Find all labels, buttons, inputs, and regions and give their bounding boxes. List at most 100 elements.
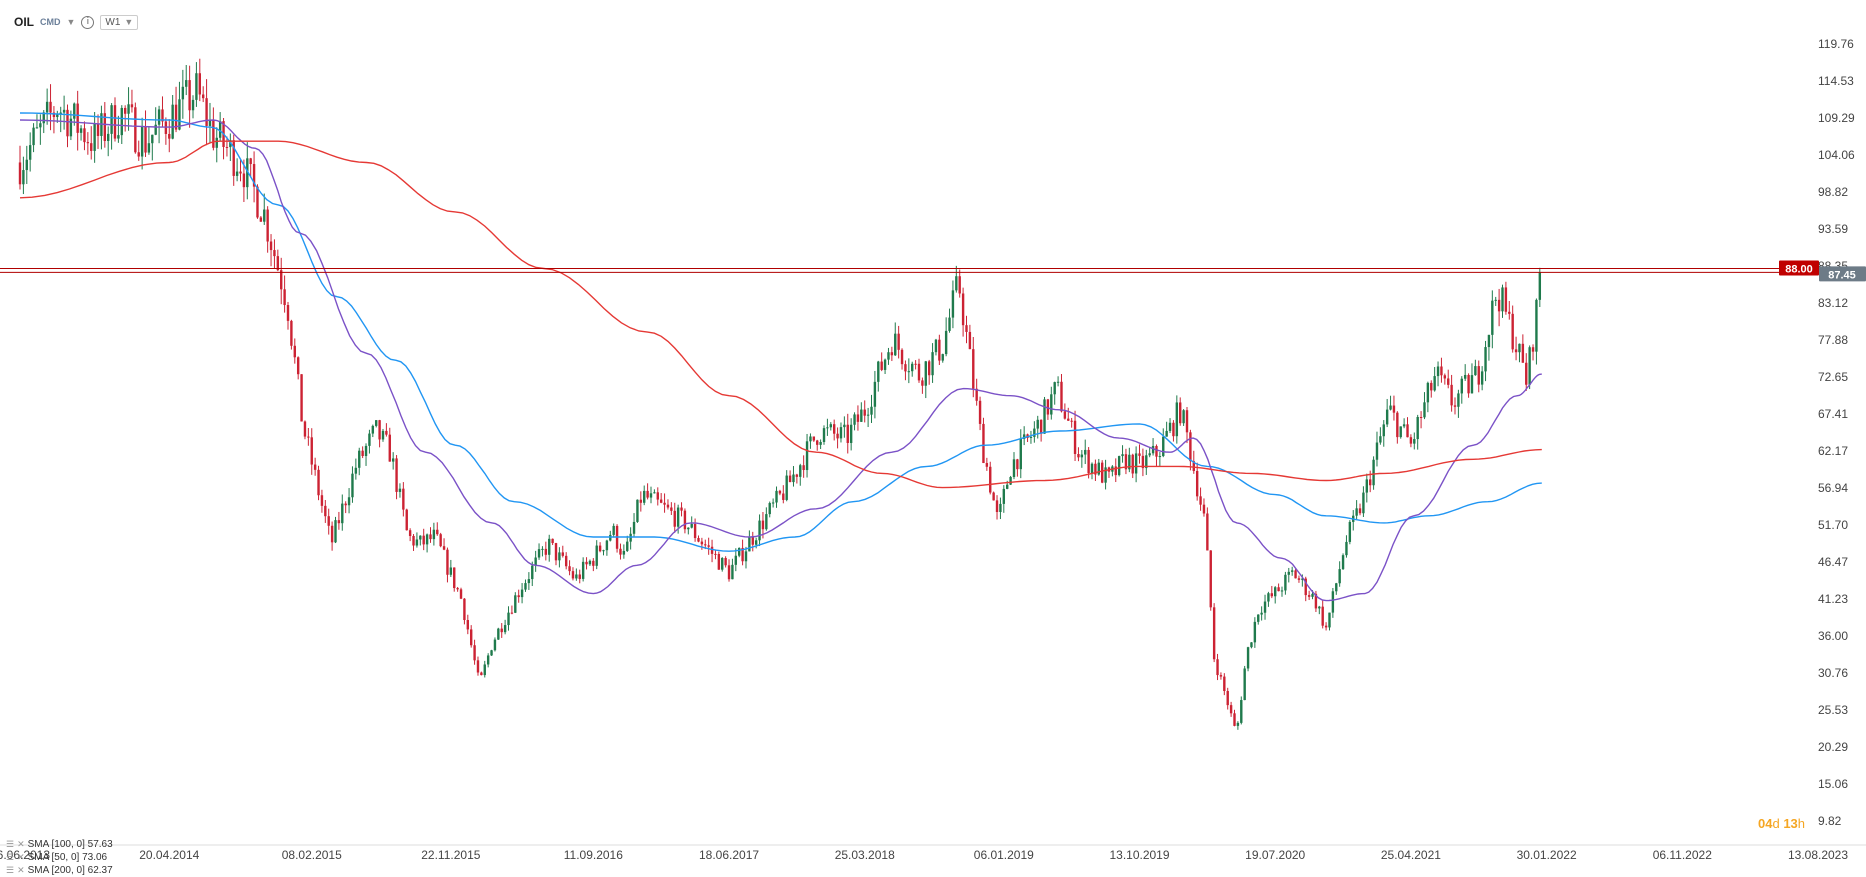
list-icon[interactable]: ☰ (6, 839, 15, 849)
candle-body (449, 567, 453, 575)
candle-body (408, 530, 412, 536)
close-icon[interactable]: ✕ (17, 839, 25, 849)
candle-body (622, 550, 626, 555)
x-tick-label: 06.11.2022 (1653, 848, 1712, 862)
candle-body (853, 414, 856, 425)
candle-body (442, 546, 446, 550)
candle-body (1006, 484, 1009, 489)
candle-body (1287, 571, 1290, 575)
candle-body (721, 558, 724, 570)
candle-body (1039, 419, 1043, 434)
candle-body (1036, 419, 1039, 429)
candle-body (1077, 453, 1080, 458)
candle-body (1470, 375, 1474, 394)
candle-body (195, 73, 198, 100)
candle-body (1090, 463, 1094, 474)
candle-body (218, 121, 222, 138)
close-icon[interactable]: ✕ (17, 852, 25, 862)
legend-item-sma-100[interactable]: ☰ ✕ SMA [100, 0] 57.63 (6, 838, 113, 851)
y-tick-label: 62.17 (1818, 444, 1848, 458)
candle-body (1338, 569, 1341, 584)
y-tick-label: 72.65 (1818, 370, 1848, 384)
candle-body (1358, 508, 1362, 514)
list-icon[interactable]: ☰ (6, 852, 15, 862)
candle-body (653, 492, 656, 494)
candle-body (252, 164, 256, 187)
candle-body (1104, 467, 1107, 483)
candle-body (174, 104, 178, 130)
x-tick-label: 22.11.2015 (421, 848, 480, 862)
candle-body (1192, 461, 1195, 471)
candle-body (1100, 462, 1104, 483)
candle-body (890, 352, 894, 356)
candle-body (788, 475, 792, 483)
x-tick-label: 08.02.2015 (282, 848, 342, 862)
legend-item-sma-50[interactable]: ☰ ✕ SMA [50, 0] 73.06 (6, 851, 113, 864)
candle-body (1175, 402, 1179, 437)
candle-body (911, 363, 914, 372)
candle-body (1460, 378, 1463, 394)
candle-body (1124, 454, 1128, 470)
candle-body (744, 551, 748, 562)
candle-body (1426, 382, 1430, 403)
y-tick-label: 83.12 (1818, 296, 1848, 310)
candle-body (266, 209, 269, 242)
candle-body (1202, 504, 1206, 514)
candle-body (1331, 591, 1335, 613)
y-tick-label: 41.23 (1818, 592, 1848, 606)
candle-body (571, 571, 575, 579)
candle-body (1284, 574, 1287, 591)
legend-item-sma-200[interactable]: ☰ ✕ SMA [200, 0] 62.37 (6, 864, 113, 877)
candle-body (469, 629, 473, 646)
candle-body (1385, 409, 1389, 425)
candle-body (761, 520, 765, 530)
candle-body (751, 537, 754, 545)
candle-body (524, 583, 527, 590)
candle-body (734, 555, 738, 565)
candle-body (1097, 462, 1100, 475)
candle-body (975, 388, 978, 401)
candle-body (754, 540, 758, 545)
candle-body (205, 98, 208, 126)
level-badge[interactable]: 88.00 (1779, 260, 1819, 276)
candle-body (792, 474, 795, 483)
instrument-symbol[interactable]: OIL (14, 15, 34, 29)
x-tick-label: 13.08.2023 (1788, 848, 1848, 862)
candle-body (1491, 300, 1494, 335)
candle-body (1525, 362, 1528, 385)
candle-body (476, 660, 480, 673)
chart-toolbar: OIL CMD ▼ i W1 ▼ (14, 12, 139, 32)
candle-body (941, 354, 944, 361)
candle-body (575, 574, 578, 579)
candle-body (22, 170, 25, 185)
x-tick-label: 18.06.2017 (699, 848, 759, 862)
candle-body (1148, 453, 1151, 456)
candle-body (347, 497, 351, 506)
candle-body (215, 137, 218, 148)
candle-body (904, 364, 907, 372)
candle-body (402, 488, 405, 510)
timeframe-select[interactable]: W1 ▼ (100, 14, 139, 30)
candle-body (568, 566, 571, 572)
y-tick-label: 67.41 (1818, 407, 1848, 421)
candle-body (968, 331, 972, 350)
candle-body (1172, 422, 1175, 437)
candle-body (558, 552, 561, 561)
candle-body (1375, 442, 1379, 460)
candle-body (1484, 347, 1487, 372)
candle-body (480, 672, 483, 676)
candle-body (1324, 625, 1328, 628)
candle-body (280, 270, 283, 290)
candle-body (113, 105, 117, 139)
close-icon[interactable]: ✕ (17, 865, 25, 875)
y-tick-label: 114.53 (1818, 74, 1854, 88)
chevron-down-icon[interactable]: ▼ (66, 17, 76, 27)
candle-body (1250, 642, 1253, 648)
candle-body (1243, 668, 1246, 701)
candle-body (829, 424, 832, 428)
info-icon[interactable]: i (81, 15, 95, 29)
list-icon[interactable]: ☰ (6, 865, 15, 875)
candle-body (1318, 606, 1321, 609)
x-tick-label: 25.04.2021 (1381, 848, 1441, 862)
